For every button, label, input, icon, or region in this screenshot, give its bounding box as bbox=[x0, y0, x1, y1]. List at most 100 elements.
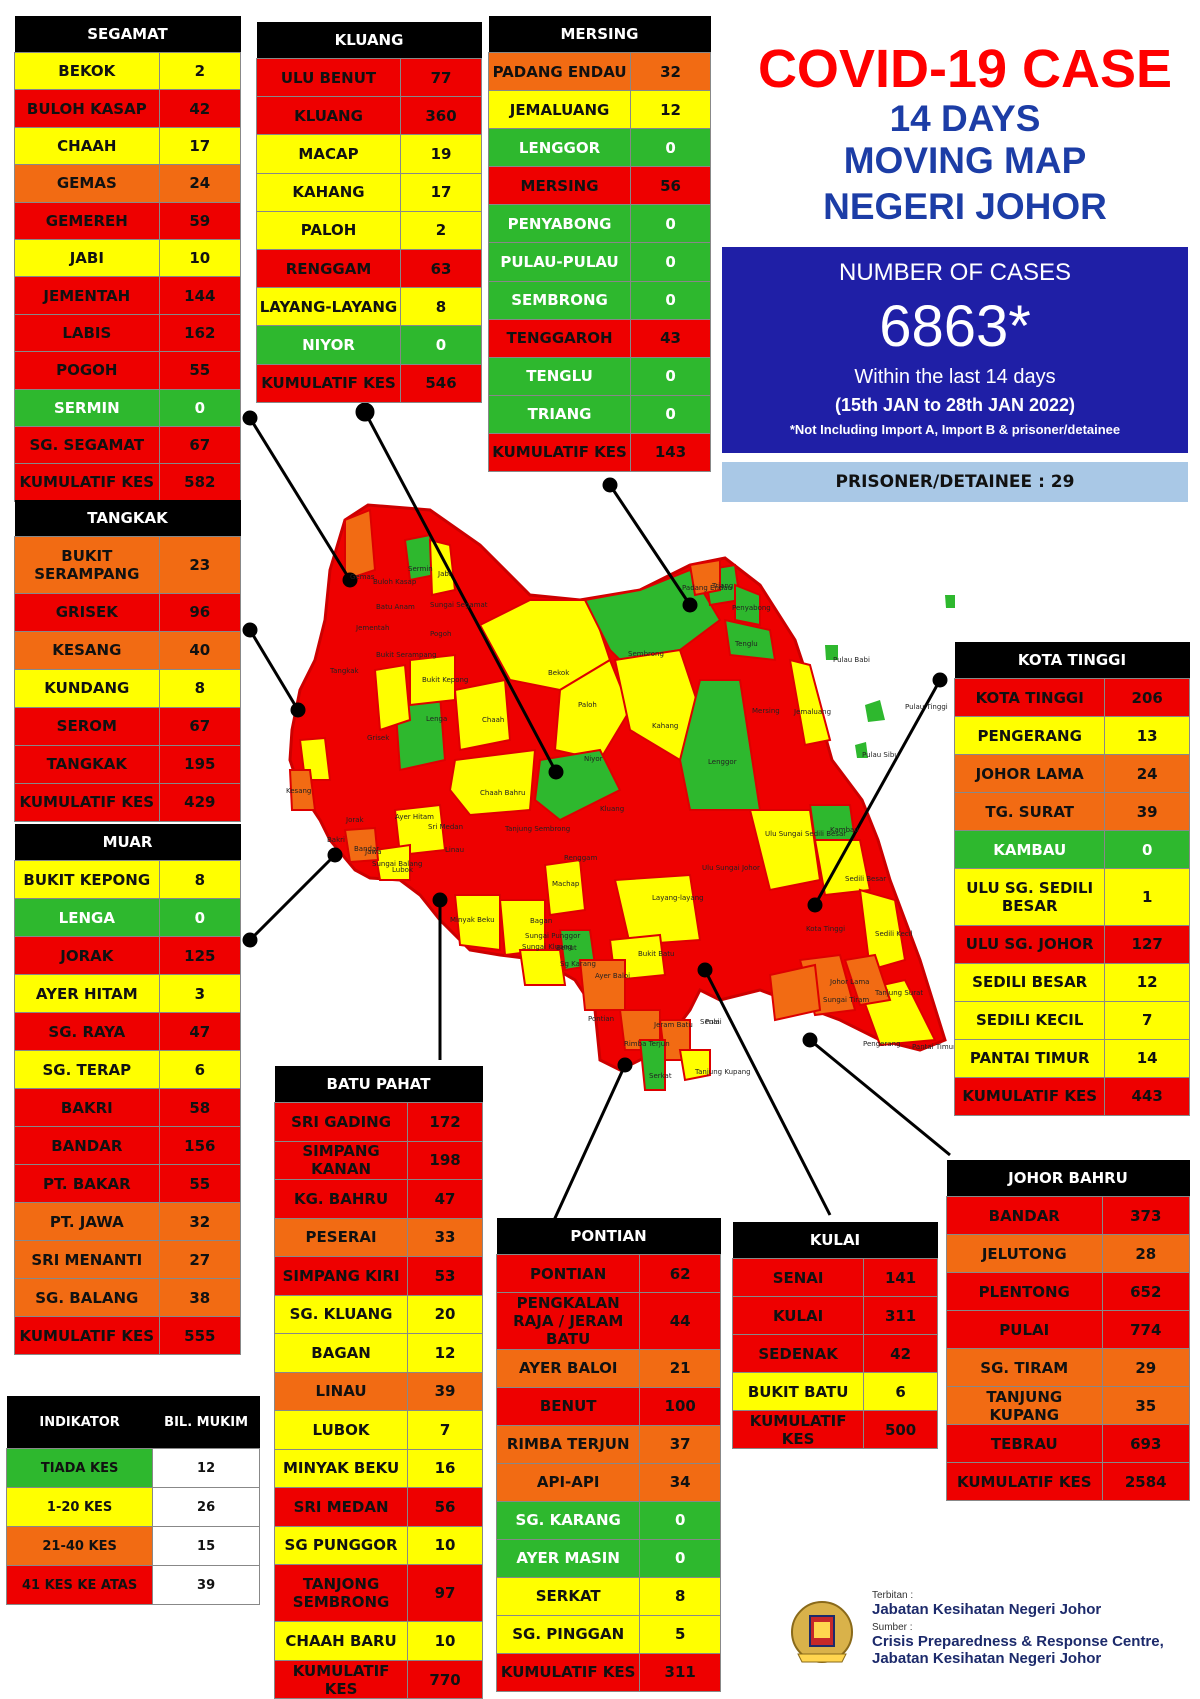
subtitle-line-3: NEGERI JOHOR bbox=[823, 186, 1107, 227]
mukim-name: GEMEREH bbox=[14, 201, 160, 240]
mukim-row: BULOH KASAP 42 bbox=[14, 89, 242, 128]
district-header: MUAR bbox=[14, 824, 241, 861]
map-label: Sg Karang bbox=[560, 960, 596, 968]
mukim-name: TANJUNG KUPANG bbox=[946, 1386, 1103, 1425]
mukim-name: KG. BAHRU bbox=[273, 1179, 409, 1219]
mukim-cases: 56 bbox=[630, 166, 711, 206]
mukim-row: ULU BENUT 77 bbox=[256, 57, 482, 98]
mukim-row: PENYABONG 0 bbox=[487, 204, 711, 244]
mukim-name: BANDAR bbox=[946, 1196, 1103, 1235]
mukim-row: PESERAI 33 bbox=[273, 1217, 483, 1257]
mukim-cases: 32 bbox=[158, 1202, 242, 1241]
mukim-name: ULU SG. SEDILI BESAR bbox=[953, 868, 1106, 926]
mukim-row: PULAI 774 bbox=[946, 1310, 1191, 1349]
mukim-name: TG. SURAT bbox=[953, 792, 1106, 831]
legend-count: 15 bbox=[152, 1526, 260, 1566]
mukim-row: API-API 34 bbox=[495, 1462, 721, 1502]
mukim-name: TENGLU bbox=[487, 356, 632, 396]
mukim-name: JORAK bbox=[14, 936, 160, 975]
mukim-name: JOHOR LAMA bbox=[953, 754, 1106, 793]
mukim-row: SERKAT 8 bbox=[495, 1576, 721, 1616]
mukim-name: AYER HITAM bbox=[14, 974, 160, 1013]
district-header: KULAI bbox=[732, 1222, 938, 1259]
mukim-name: SG. BALANG bbox=[14, 1278, 160, 1317]
mukim-cases: 23 bbox=[158, 536, 242, 594]
mukim-row: ULU SG. JOHOR 127 bbox=[953, 924, 1190, 964]
district-header: SEGAMAT bbox=[14, 16, 241, 53]
mukim-name: NIYOR bbox=[256, 325, 401, 365]
mukim-name: LABIS bbox=[14, 313, 160, 353]
mukim-name: BUKIT BATU bbox=[731, 1372, 865, 1411]
mukim-cases: 10 bbox=[158, 238, 242, 278]
mukim-row: NIYOR 0 bbox=[256, 325, 482, 365]
mukim-name: KULAI bbox=[731, 1296, 865, 1335]
mukim-name: KAMBAU bbox=[953, 830, 1106, 869]
mukim-name: ULU SG. JOHOR bbox=[953, 924, 1106, 964]
mukim-name: PLENTONG bbox=[946, 1272, 1103, 1311]
mukim-row: SEDILI KECIL 7 bbox=[953, 1000, 1190, 1040]
cases-within: Within the last 14 days bbox=[854, 366, 1056, 388]
map-label: Jorak bbox=[346, 816, 364, 824]
map-label: Rimba Terjun bbox=[624, 1040, 670, 1048]
mukim-cases: 652 bbox=[1101, 1272, 1191, 1311]
mukim-name: SEROM bbox=[14, 706, 160, 746]
legend-label: 1-20 KES bbox=[5, 1487, 154, 1527]
mukim-row: JELUTONG 28 bbox=[946, 1234, 1191, 1273]
mukim-cases: 195 bbox=[158, 744, 242, 784]
map-region-chaah bbox=[453, 678, 512, 752]
mukim-row: SIMPANG KANAN 198 bbox=[273, 1140, 483, 1180]
map-label: Sri Medan bbox=[428, 823, 464, 831]
mukim-row: SG. RAYA 47 bbox=[14, 1012, 242, 1051]
total-label: KUMULATIF KES bbox=[953, 1076, 1106, 1116]
mukim-row: SERMIN 0 bbox=[14, 388, 242, 427]
total-label: KUMULATIF KES bbox=[495, 1652, 641, 1692]
mukim-cases: 8 bbox=[639, 1576, 721, 1616]
mukim-row: KUNDANG 8 bbox=[14, 668, 242, 708]
total-label: KUMULATIF KES bbox=[731, 1410, 865, 1449]
mukim-row: SG. KARANG 0 bbox=[495, 1500, 721, 1540]
mukim-name: LENGGOR bbox=[487, 128, 632, 168]
mukim-name: CHAAH bbox=[14, 126, 160, 166]
mukim-cases: 58 bbox=[158, 1088, 242, 1127]
map-label: Johor Lama bbox=[830, 978, 870, 986]
mukim-row: BAGAN 12 bbox=[273, 1333, 483, 1373]
map-label: Serkat bbox=[649, 1072, 672, 1080]
mukim-name: PULAI bbox=[946, 1310, 1103, 1349]
mukim-name: RENGGAM bbox=[256, 248, 401, 289]
mukim-cases: 47 bbox=[158, 1012, 242, 1051]
mukim-cases: 0 bbox=[400, 325, 482, 365]
map-region-sg-kluang bbox=[518, 949, 567, 986]
map-label: Layang-layang bbox=[652, 894, 704, 902]
mukim-name: AYER BALOI bbox=[495, 1348, 641, 1388]
mukim-cases: 29 bbox=[1101, 1348, 1191, 1387]
total-label: KUMULATIF KES bbox=[256, 363, 401, 403]
mukim-name: PENGERANG bbox=[953, 716, 1106, 755]
mukim-row: JORAK 125 bbox=[14, 936, 242, 975]
source-label: Sumber : bbox=[872, 1622, 913, 1633]
map-label: Pulau Tinggi bbox=[905, 703, 948, 711]
kota-tinggi-table: KOTA TINGGI KOTA TINGGI 206 PENGERANG 13 JOHO… bbox=[953, 642, 1190, 1116]
map-label: Pulai bbox=[705, 1018, 722, 1026]
mukim-name: PESERAI bbox=[273, 1217, 409, 1257]
map-label: Pulau Babi bbox=[833, 656, 870, 664]
mukim-cases: 0 bbox=[630, 280, 711, 320]
mukim-row: TG. SURAT 39 bbox=[953, 792, 1190, 831]
map-label: Buloh Kasap bbox=[373, 578, 417, 586]
map-label: Penyabong bbox=[732, 604, 771, 612]
mukim-cases: 7 bbox=[407, 1410, 483, 1450]
mukim-row: BENUT 100 bbox=[495, 1386, 721, 1426]
mukim-row: PENGKALAN RAJA / JERAM BATU 44 bbox=[495, 1292, 721, 1350]
map-label: Lenggor bbox=[708, 758, 737, 766]
mukim-name: KLUANG bbox=[256, 96, 401, 136]
mukim-cases: 19 bbox=[400, 134, 482, 174]
mukim-row: TANJONG SEMBRONG 97 bbox=[273, 1563, 483, 1623]
map-label: Grisek bbox=[367, 734, 390, 742]
batu-pahat-table: BATU PAHAT SRI GADING 172 SIMPANG KANAN 198 K… bbox=[273, 1066, 483, 1699]
mukim-name: SERMIN bbox=[14, 388, 160, 427]
mukim-name: KESANG bbox=[14, 630, 160, 670]
map-region-sg-tiram bbox=[768, 963, 822, 1022]
map-label: Pontian bbox=[588, 1015, 615, 1023]
mukim-row: TANJUNG KUPANG 35 bbox=[946, 1386, 1191, 1425]
mukim-row: SEDILI BESAR 12 bbox=[953, 962, 1190, 1002]
mukim-row: PULAU-PULAU 0 bbox=[487, 242, 711, 282]
